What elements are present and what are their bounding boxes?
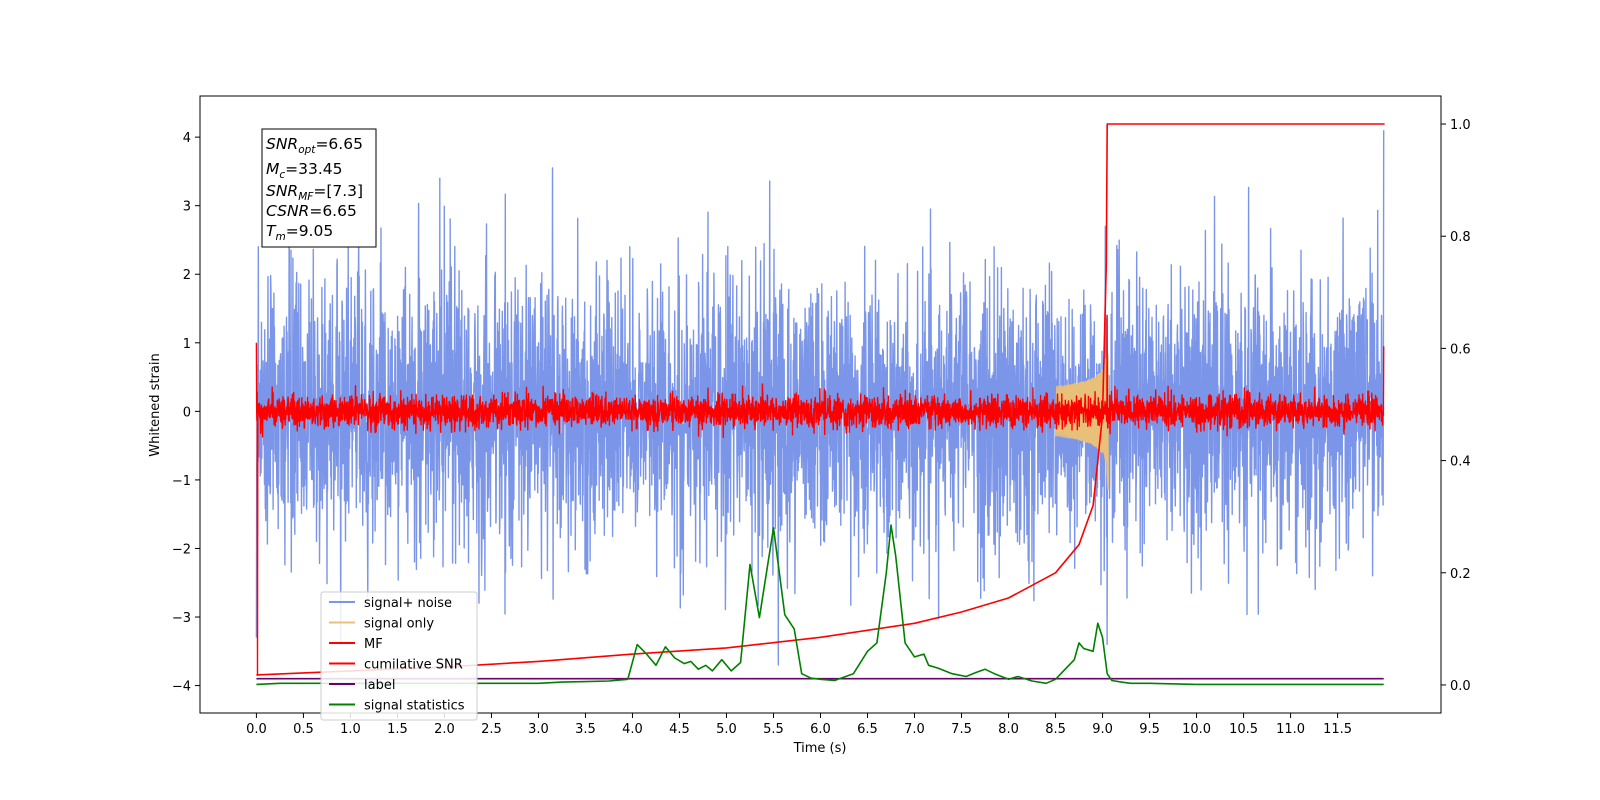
legend-label: cumilative SNR [364,658,463,673]
y-left-tick-label: −4 [172,680,191,695]
x-tick-label: 3.5 [575,722,596,737]
y-left-tick-label: 2 [183,268,191,283]
series-layer [255,123,1385,686]
x-tick-label: 2.0 [434,722,455,737]
x-tick-label: 1.0 [340,722,361,737]
y-left-tick-label: −1 [172,474,191,489]
legend-label: signal+ noise [364,596,452,611]
y-left-tick-label: 3 [183,200,191,215]
x-axis-label: Time (s) [793,741,847,756]
y-left-tick-label: 0 [183,405,191,420]
legend-label: label [364,678,395,693]
series-line-5 [256,524,1384,686]
annotation-box: SNRopt=6.65 Mc=33.45 SNRMF=[7.3] CSNR=6.… [261,128,377,248]
annotation-tm: Tm=9.05 [266,222,333,243]
x-tick-label: 11.0 [1276,722,1305,737]
y-right-tick-label: 0.0 [1450,679,1471,694]
x-tick-label: 0.0 [246,722,267,737]
annotation-mc: Mc=33.45 [266,160,343,181]
annotation-csnr: CSNR=6.65 [266,202,357,220]
x-tick-label: 7.0 [904,722,925,737]
x-tick-label: 5.5 [763,722,784,737]
y-right-tick-label: 0.4 [1450,455,1471,470]
legend: signal+ noise signal only MF cumilative SNR… [320,591,478,721]
x-tick-label: 9.5 [1139,722,1160,737]
y-left-tick-label: −2 [172,542,191,557]
x-tick-label: 4.5 [669,722,690,737]
x-tick-label: 6.5 [857,722,878,737]
y-right-tick-label: 0.8 [1450,230,1471,245]
x-tick-label: 2.5 [481,722,502,737]
y-right-tick-label: 0.6 [1450,342,1471,357]
y-axis-label: Whitened strain [148,353,163,456]
x-tick-label: 4.0 [622,722,643,737]
x-tick-label: 10.5 [1229,722,1258,737]
x-tick-label: 8.0 [998,722,1019,737]
x-tick-label: 0.5 [293,722,314,737]
y-left-tick-label: −3 [172,611,191,626]
annotation-frame [261,128,377,248]
y-left-tick-label: 1 [183,337,191,352]
annotation-snr-mf: SNRMF=[7.3] [266,182,363,203]
series-line-2 [255,314,1385,676]
x-tick-label: 1.5 [387,722,408,737]
legend-label: signal only [364,617,434,632]
y-right-tick-label: 1.0 [1450,118,1471,133]
x-tick-label: 8.5 [1045,722,1066,737]
x-tick-label: 6.0 [810,722,831,737]
x-tick-label: 7.5 [951,722,972,737]
legend-label: MF [364,637,383,652]
series-line-0 [255,130,1385,666]
x-tick-label: 5.0 [716,722,737,737]
x-tick-label: 9.0 [1092,722,1113,737]
series-line-3 [256,123,1385,676]
y-right-tick-label: 0.2 [1450,567,1471,582]
x-tick-label: 10.0 [1182,722,1211,737]
annotation-snr-opt: SNRopt=6.65 [266,135,363,156]
y-left-tick-label: 4 [183,131,191,146]
legend-label: signal statistics [364,699,465,714]
ticks-layer: 0.0 0.5 1.0 1.5 2.0 2.5 3.0 3.5 4.0 4.5 5.0 5.5 6.0 6… [172,118,1471,737]
x-tick-label: 11.5 [1323,722,1352,737]
legend-frame [320,591,478,721]
x-tick-label: 3.0 [528,722,549,737]
